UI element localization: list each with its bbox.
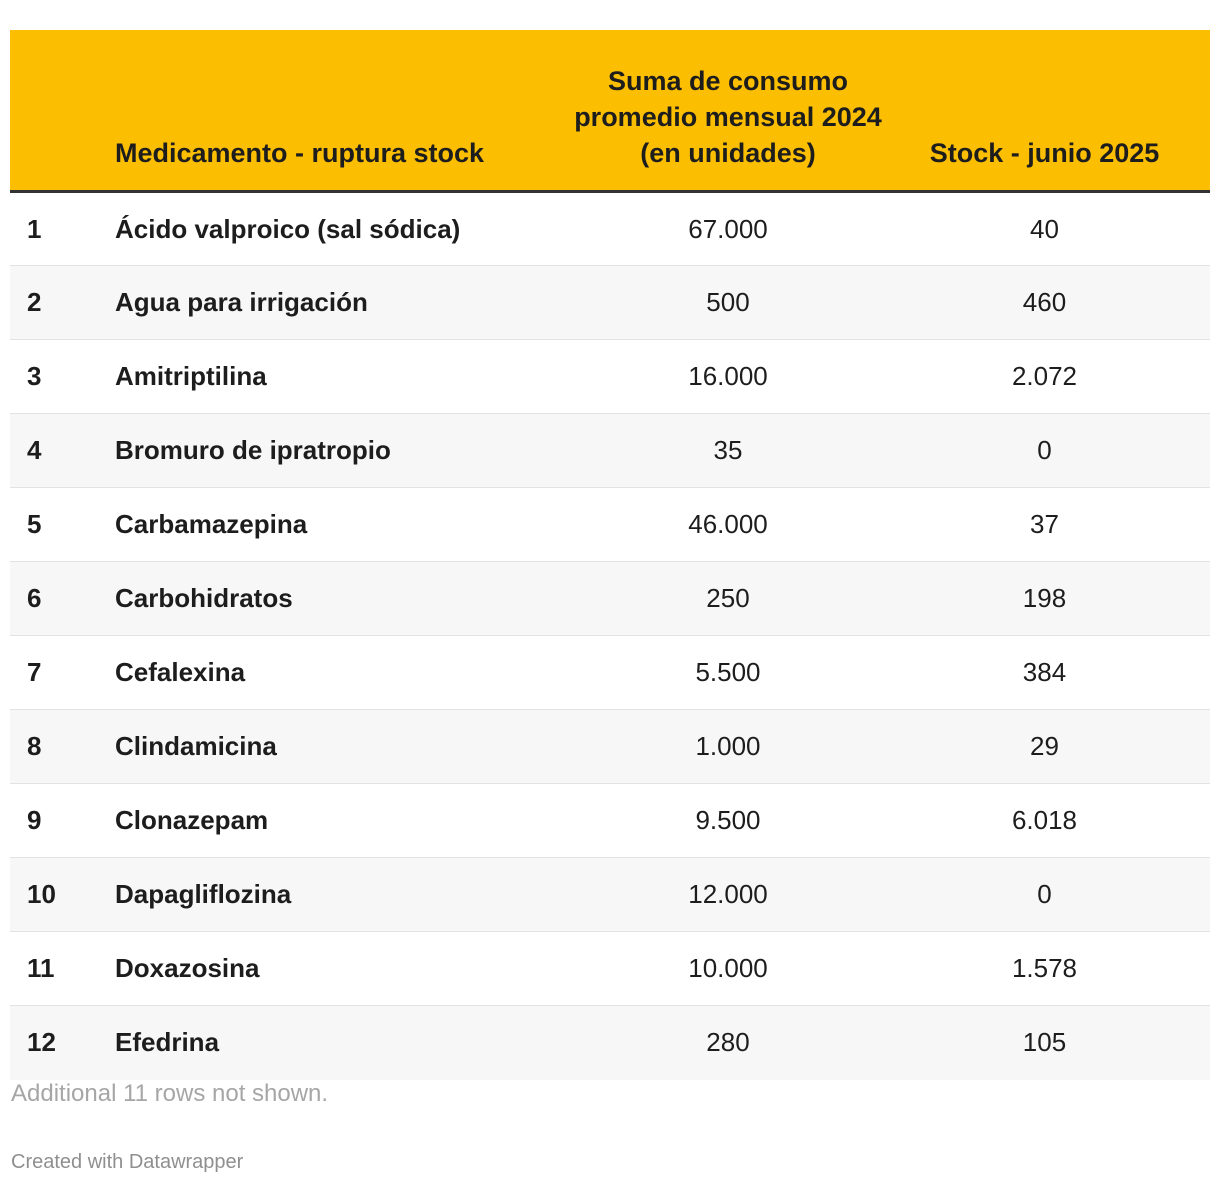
row-rank: 6 — [10, 561, 103, 636]
row-rank: 11 — [10, 931, 103, 1006]
header-row: Medicamento - ruptura stock Suma de cons… — [10, 30, 1210, 193]
row-medicamento: Carbohidratos — [103, 561, 563, 636]
row-medicamento: Bromuro de ipratropio — [103, 413, 563, 488]
table-row: 3 Amitriptilina 16.000 2.072 — [10, 339, 1210, 414]
row-medicamento: Dapagliflozina — [103, 857, 563, 932]
row-rank: 1 — [10, 191, 103, 266]
row-stock: 198 — [893, 561, 1210, 636]
row-stock: 29 — [893, 709, 1210, 784]
row-stock: 37 — [893, 487, 1210, 562]
row-stock: 6.018 — [893, 783, 1210, 858]
table-row: 9 Clonazepam 9.500 6.018 — [10, 783, 1210, 858]
row-rank: 8 — [10, 709, 103, 784]
row-medicamento: Efedrina — [103, 1005, 563, 1080]
row-medicamento: Doxazosina — [103, 931, 563, 1006]
table-row: 8 Clindamicina 1.000 29 — [10, 709, 1210, 784]
row-stock: 1.578 — [893, 931, 1210, 1006]
column-header-rank[interactable] — [10, 30, 103, 193]
table-row: 1 Ácido valproico (sal sódica) 67.000 40 — [10, 191, 1210, 266]
table-row: 4 Bromuro de ipratropio 35 0 — [10, 413, 1210, 488]
row-consumo: 10.000 — [563, 931, 893, 1006]
row-consumo: 16.000 — [563, 339, 893, 414]
row-stock: 105 — [893, 1005, 1210, 1080]
row-rank: 3 — [10, 339, 103, 414]
row-medicamento: Clindamicina — [103, 709, 563, 784]
row-rank: 12 — [10, 1005, 103, 1080]
row-stock: 384 — [893, 635, 1210, 710]
table-row: 12 Efedrina 280 105 — [10, 1005, 1210, 1080]
row-medicamento: Cefalexina — [103, 635, 563, 710]
data-table: Medicamento - ruptura stock Suma de cons… — [10, 30, 1210, 1080]
row-medicamento: Amitriptilina — [103, 339, 563, 414]
column-header-stock[interactable]: Stock - junio 2025 — [893, 30, 1210, 193]
row-stock: 0 — [893, 413, 1210, 488]
column-header-consumo[interactable]: Suma de consumo promedio mensual 2024 (e… — [563, 30, 893, 193]
row-consumo: 12.000 — [563, 857, 893, 932]
row-rank: 5 — [10, 487, 103, 562]
table-row: 5 Carbamazepina 46.000 37 — [10, 487, 1210, 562]
table-body: 1 Ácido valproico (sal sódica) 67.000 40 2 Ag… — [10, 191, 1210, 1080]
row-rank: 7 — [10, 635, 103, 710]
rows-not-shown-note: Additional 11 rows not shown. — [11, 1080, 329, 1107]
row-rank: 9 — [10, 783, 103, 858]
table-row: 6 Carbohidratos 250 198 — [10, 561, 1210, 636]
row-medicamento: Carbamazepina — [103, 487, 563, 562]
row-medicamento: Ácido valproico (sal sódica) — [103, 191, 563, 266]
row-medicamento: Clonazepam — [103, 783, 563, 858]
row-consumo: 35 — [563, 413, 893, 488]
datawrapper-credit: Created with Datawrapper — [11, 1151, 244, 1173]
table-row: 11 Doxazosina 10.000 1.578 — [10, 931, 1210, 1006]
table-row: 2 Agua para irrigación 500 460 — [10, 265, 1210, 340]
row-stock: 2.072 — [893, 339, 1210, 414]
row-rank: 2 — [10, 265, 103, 340]
row-consumo: 1.000 — [563, 709, 893, 784]
row-stock: 40 — [893, 191, 1210, 266]
row-consumo: 280 — [563, 1005, 893, 1080]
row-consumo: 9.500 — [563, 783, 893, 858]
row-consumo: 67.000 — [563, 191, 893, 266]
row-stock: 460 — [893, 265, 1210, 340]
row-consumo: 500 — [563, 265, 893, 340]
row-consumo: 5.500 — [563, 635, 893, 710]
table-row: 7 Cefalexina 5.500 384 — [10, 635, 1210, 710]
row-rank: 10 — [10, 857, 103, 932]
table-row: 10 Dapagliflozina 12.000 0 — [10, 857, 1210, 932]
row-rank: 4 — [10, 413, 103, 488]
column-header-medicamento[interactable]: Medicamento - ruptura stock — [103, 30, 563, 193]
row-consumo: 250 — [563, 561, 893, 636]
row-consumo: 46.000 — [563, 487, 893, 562]
row-stock: 0 — [893, 857, 1210, 932]
row-medicamento: Agua para irrigación — [103, 265, 563, 340]
